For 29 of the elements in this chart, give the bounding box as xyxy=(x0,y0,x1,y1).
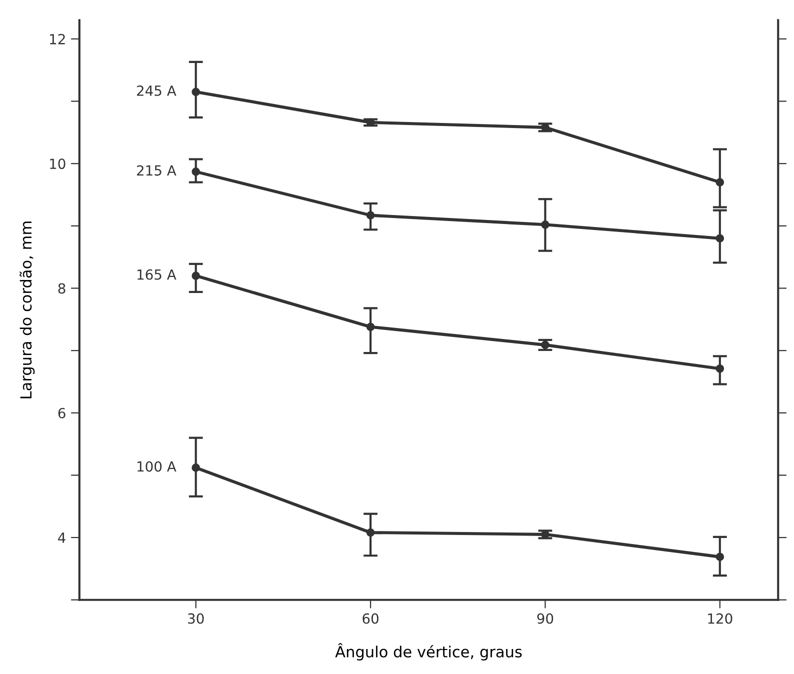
x-axis-title: Ângulo de vértice, graus xyxy=(335,643,522,660)
x-tick-label: 120 xyxy=(708,613,732,624)
y-tick-label: 6 xyxy=(58,408,66,418)
point xyxy=(192,464,200,472)
point xyxy=(716,234,724,243)
point xyxy=(541,340,550,350)
series-label: 100 A xyxy=(138,461,176,472)
y-axis-title: Largura do cordão, mm xyxy=(20,222,35,398)
series-label: 165 A xyxy=(138,269,176,280)
point xyxy=(192,168,200,176)
point xyxy=(366,322,375,332)
point xyxy=(366,118,375,127)
point xyxy=(366,211,375,220)
series-label: 215 A xyxy=(137,165,176,176)
point xyxy=(716,552,724,562)
y-tick-label: 12 xyxy=(50,34,65,44)
x-tick-label: 60 xyxy=(362,613,378,624)
point xyxy=(366,528,375,537)
y-tick-label: 8 xyxy=(58,283,66,294)
point xyxy=(192,88,200,96)
y-tick-label: 10 xyxy=(50,158,66,170)
x-tick-label: 30 xyxy=(188,613,204,624)
point xyxy=(716,178,724,186)
series-label: 245 A xyxy=(137,85,176,96)
point xyxy=(716,364,724,373)
y-tick-label: 4 xyxy=(58,532,66,543)
point xyxy=(192,272,200,280)
x-tick-label: 90 xyxy=(537,613,554,624)
point xyxy=(541,220,550,229)
